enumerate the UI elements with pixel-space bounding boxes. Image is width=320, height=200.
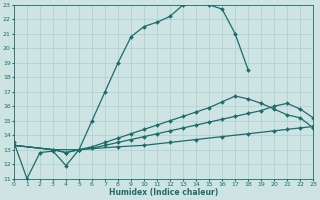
X-axis label: Humidex (Indice chaleur): Humidex (Indice chaleur) bbox=[109, 188, 218, 197]
